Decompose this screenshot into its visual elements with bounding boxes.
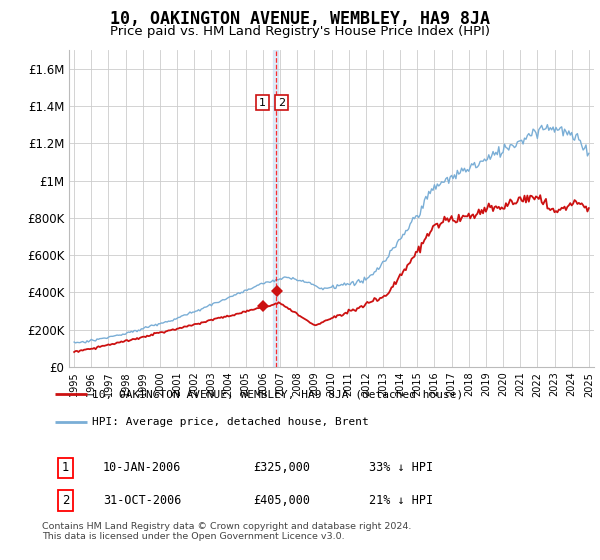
Text: Contains HM Land Registry data © Crown copyright and database right 2024.
This d: Contains HM Land Registry data © Crown c… <box>42 522 412 542</box>
Bar <box>273 50 278 367</box>
Text: 10-JAN-2006: 10-JAN-2006 <box>103 461 181 474</box>
Text: 31-OCT-2006: 31-OCT-2006 <box>103 494 181 507</box>
Text: 2: 2 <box>62 494 70 507</box>
Text: 10, OAKINGTON AVENUE, WEMBLEY, HA9 8JA (detached house): 10, OAKINGTON AVENUE, WEMBLEY, HA9 8JA (… <box>92 389 463 399</box>
Text: 21% ↓ HPI: 21% ↓ HPI <box>370 494 433 507</box>
Text: 10, OAKINGTON AVENUE, WEMBLEY, HA9 8JA: 10, OAKINGTON AVENUE, WEMBLEY, HA9 8JA <box>110 10 490 28</box>
Text: Price paid vs. HM Land Registry's House Price Index (HPI): Price paid vs. HM Land Registry's House … <box>110 25 490 38</box>
Text: 33% ↓ HPI: 33% ↓ HPI <box>370 461 433 474</box>
Text: 1: 1 <box>259 97 266 108</box>
Text: 2: 2 <box>278 97 285 108</box>
Text: 1: 1 <box>62 461 70 474</box>
Text: HPI: Average price, detached house, Brent: HPI: Average price, detached house, Bren… <box>92 417 369 427</box>
Text: £325,000: £325,000 <box>253 461 310 474</box>
Text: £405,000: £405,000 <box>253 494 310 507</box>
